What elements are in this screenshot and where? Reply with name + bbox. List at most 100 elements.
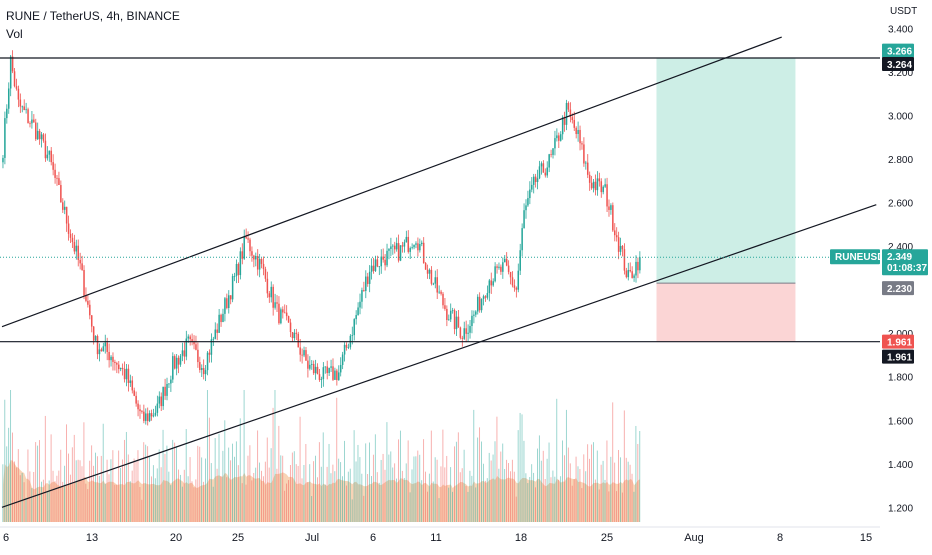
candle-body[interactable] [534, 176, 537, 182]
candle-body[interactable] [548, 154, 550, 168]
candle-body[interactable] [297, 333, 300, 348]
candle-body[interactable] [320, 379, 323, 380]
candle-body[interactable] [231, 276, 234, 300]
candle-body[interactable] [432, 283, 435, 285]
candle-body[interactable] [529, 189, 531, 199]
candle-body[interactable] [442, 293, 444, 306]
candle-body[interactable] [573, 120, 576, 128]
candle-body[interactable] [245, 236, 247, 239]
candle-body[interactable] [100, 349, 103, 352]
candle-body[interactable] [216, 329, 218, 333]
candle-body[interactable] [440, 291, 442, 294]
candle-body[interactable] [283, 312, 286, 314]
candle-body[interactable] [623, 249, 626, 271]
candle-body[interactable] [359, 301, 361, 308]
candle-body[interactable] [98, 349, 101, 355]
candle-body[interactable] [233, 276, 236, 277]
candle-body[interactable] [287, 316, 290, 323]
candle-body[interactable] [469, 326, 471, 333]
candle-body[interactable] [399, 245, 402, 261]
candle-body[interactable] [228, 295, 230, 308]
candle-body[interactable] [604, 184, 606, 187]
candle-body[interactable] [478, 296, 481, 311]
candle-body[interactable] [102, 346, 105, 352]
candle-body[interactable] [592, 181, 595, 189]
candle-body[interactable] [199, 362, 201, 370]
candle-body[interactable] [463, 328, 465, 339]
candle-body[interactable] [328, 367, 330, 374]
candle-body[interactable] [204, 370, 207, 375]
candle-body[interactable] [324, 366, 327, 368]
candle-body[interactable] [361, 290, 363, 302]
candle-body[interactable] [112, 356, 114, 362]
candle-body[interactable] [15, 86, 18, 89]
candle-body[interactable] [172, 356, 174, 380]
candle-body[interactable] [191, 339, 193, 342]
candle-body[interactable] [461, 337, 464, 339]
candle-body[interactable] [621, 245, 624, 250]
candle-body[interactable] [71, 237, 74, 243]
candle-body[interactable] [602, 186, 604, 193]
loss-zone[interactable] [656, 283, 796, 342]
candle-body[interactable] [222, 313, 224, 323]
candle-body[interactable] [415, 243, 417, 245]
candle-body[interactable] [515, 287, 518, 290]
candle-body[interactable] [83, 269, 85, 296]
candle-body[interactable] [579, 129, 581, 144]
candle-body[interactable] [380, 256, 383, 267]
candle-body[interactable] [96, 336, 99, 355]
candle-body[interactable] [436, 277, 438, 293]
candle-body[interactable] [498, 266, 500, 268]
candle-body[interactable] [318, 374, 321, 380]
candle-body[interactable] [206, 352, 209, 371]
candle-body[interactable] [476, 296, 479, 312]
candle-body[interactable] [536, 178, 539, 182]
candle-body[interactable] [243, 236, 245, 259]
candle-body[interactable] [235, 263, 238, 277]
candle-body[interactable] [65, 206, 68, 224]
candle-body[interactable] [411, 247, 413, 249]
candle-body[interactable] [492, 281, 494, 286]
candle-body[interactable] [241, 251, 244, 259]
candle-body[interactable] [110, 356, 112, 361]
candle-body[interactable] [596, 178, 599, 191]
candle-body[interactable] [627, 269, 630, 278]
entry-price-badge[interactable] [882, 281, 914, 296]
candle-body[interactable] [29, 123, 31, 125]
candle-body[interactable] [143, 411, 145, 421]
candle-body[interactable] [525, 205, 527, 211]
candle-body[interactable] [135, 395, 137, 404]
candle-body[interactable] [197, 349, 199, 363]
candle-body[interactable] [384, 259, 386, 266]
candle-body[interactable] [532, 176, 535, 185]
candle-body[interactable] [343, 344, 346, 355]
candle-body[interactable] [4, 118, 6, 158]
candle-body[interactable] [87, 300, 89, 305]
candle-body[interactable] [368, 271, 371, 284]
candle-body[interactable] [31, 119, 33, 124]
candle-body[interactable] [7, 88, 10, 109]
candle-body[interactable] [374, 259, 377, 271]
candle-body[interactable] [52, 162, 54, 170]
candle-body[interactable] [253, 255, 255, 260]
candle-body[interactable] [249, 239, 251, 252]
candle-body[interactable] [114, 361, 116, 364]
candle-body[interactable] [540, 163, 543, 167]
candle-body[interactable] [35, 122, 37, 140]
candle-body[interactable] [598, 178, 601, 182]
candle-body[interactable] [554, 138, 556, 149]
candle-body[interactable] [619, 245, 622, 252]
candle-body[interactable] [448, 319, 450, 321]
candle-body[interactable] [484, 296, 487, 298]
candle-body[interactable] [54, 169, 56, 178]
candle-body[interactable] [496, 266, 498, 268]
candle-body[interactable] [92, 326, 95, 341]
candle-body[interactable] [154, 412, 157, 416]
candle-body[interactable] [79, 259, 81, 264]
candle-body[interactable] [25, 109, 27, 111]
candle-body[interactable] [363, 290, 365, 291]
candle-body[interactable] [505, 258, 508, 266]
candle-body[interactable] [538, 166, 541, 179]
candle-body[interactable] [357, 307, 359, 316]
candle-body[interactable] [494, 266, 496, 282]
